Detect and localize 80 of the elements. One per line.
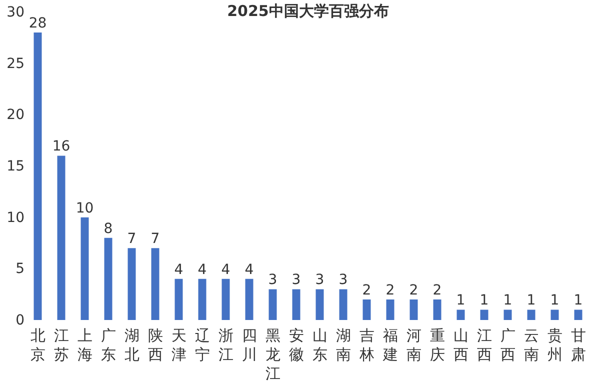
x-tick-label: 四川 (242, 326, 257, 364)
data-label: 3 (292, 272, 301, 288)
data-label: 1 (503, 292, 512, 309)
x-tick-label: 安徽 (288, 326, 304, 364)
bar (222, 278, 230, 320)
bar (362, 299, 371, 320)
data-label: 7 (150, 231, 160, 248)
y-tick-label: 25 (6, 56, 24, 72)
bar (456, 310, 465, 320)
data-label: 4 (244, 262, 254, 278)
x-tick-label: 河南 (406, 326, 422, 364)
data-label: 7 (127, 231, 136, 248)
data-label: 2 (409, 282, 418, 298)
y-tick-label: 30 (6, 4, 24, 20)
data-label: 4 (221, 262, 230, 278)
data-label: 1 (456, 292, 466, 309)
bar (245, 278, 254, 320)
data-label: 10 (76, 200, 94, 216)
bar (80, 217, 89, 320)
data-label: 2 (432, 282, 442, 298)
bar (34, 32, 42, 320)
x-tick-label: 湖南 (336, 326, 351, 364)
x-tick-label: 广西 (500, 326, 516, 364)
bar (57, 156, 66, 320)
data-label: 28 (28, 16, 47, 32)
bar (198, 278, 206, 320)
bar (480, 310, 488, 320)
bar (316, 289, 324, 320)
bar (527, 310, 536, 320)
x-tick-label: 辽宁 (194, 326, 210, 364)
bar (292, 289, 300, 320)
x-tick-label: 甘肃 (570, 326, 586, 364)
x-tick-label: 浙江 (218, 326, 234, 364)
x-tick-label: 广东 (100, 326, 116, 364)
bar (174, 278, 183, 320)
data-label: 3 (268, 272, 278, 288)
bar (504, 310, 512, 320)
data-label: 1 (550, 292, 560, 309)
y-tick-label: 20 (6, 107, 24, 124)
data-label: 8 (104, 220, 113, 237)
data-label: 4 (174, 262, 184, 278)
x-tick-label: 天津 (171, 326, 186, 364)
x-tick-label: 江苏 (54, 326, 69, 364)
x-tick-label: 上海 (77, 326, 92, 364)
x-tick-label: 湖北 (124, 326, 140, 364)
data-label: 16 (52, 138, 70, 155)
data-label: 3 (338, 272, 348, 288)
bar (339, 289, 348, 320)
bar (104, 238, 112, 320)
chart-title: 2025中国大学百强分布 (227, 2, 389, 20)
bar (574, 310, 582, 320)
data-label: 1 (526, 292, 536, 309)
data-label: 2 (386, 282, 395, 298)
data-label: 4 (198, 262, 207, 278)
bar (268, 289, 277, 320)
bar (386, 299, 394, 320)
x-tick-label: 山东 (312, 326, 328, 364)
y-tick-label: 0 (16, 312, 24, 328)
x-tick-label: 重庆 (430, 326, 445, 364)
bar (410, 299, 418, 320)
bar (550, 310, 559, 320)
x-tick-label: 北京 (30, 326, 46, 364)
y-tick-label: 5 (16, 261, 24, 278)
x-tick-label: 福建 (382, 326, 398, 364)
data-label: 1 (574, 292, 583, 309)
x-tick-label: 贵州 (547, 326, 562, 364)
bar (151, 248, 160, 320)
x-tick-label: 江西 (476, 326, 492, 364)
x-tick-label: 黑龙江 (265, 326, 280, 382)
x-tick-label: 吉林 (358, 326, 374, 364)
y-tick-label: 15 (6, 158, 24, 174)
y-tick-label: 10 (6, 210, 24, 226)
data-label: 1 (480, 292, 489, 309)
x-tick-label: 陕西 (148, 326, 163, 364)
bar (433, 299, 442, 320)
x-tick-label: 山西 (453, 326, 468, 364)
data-label: 2 (362, 282, 372, 298)
x-tick-label: 云南 (524, 326, 539, 364)
data-label: 3 (315, 272, 324, 288)
bar (128, 248, 136, 320)
